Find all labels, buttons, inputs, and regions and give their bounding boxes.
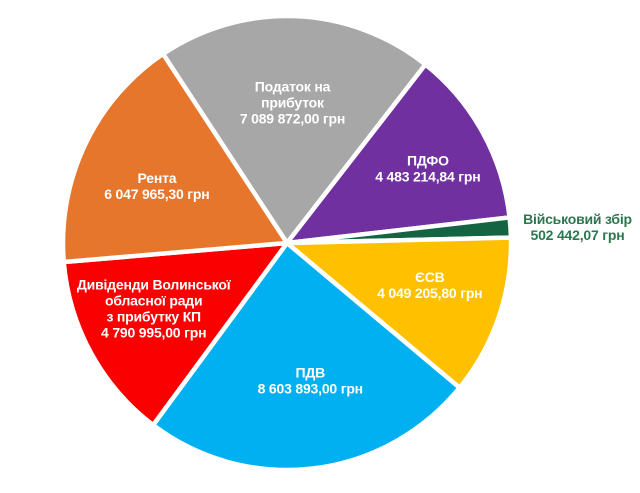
slice-pdv xyxy=(150,240,462,473)
slice-label-pdfo: ПДФО 4 483 214,84 грн xyxy=(375,152,480,184)
slice-podatok-na-prybutok xyxy=(160,13,428,246)
slice-label-renta: Рента 6 047 965,30 грн xyxy=(104,170,209,202)
slice-label-podatok-na-prybutok: Податок на прибуток 7 089 872,00 грн xyxy=(240,78,345,126)
slice-dyvidendy-kp xyxy=(61,240,290,428)
slice-label-dyvidendy-kp: Дивіденди Волинської обласної ради з прибу… xyxy=(77,277,232,341)
slice-esv xyxy=(284,235,514,390)
slice-label-esv: ЄСВ 4 049 205,80 грн xyxy=(377,269,482,301)
slice-pdfo xyxy=(284,62,512,246)
slice-label-pdv: ПДВ 8 603 893,00 грн xyxy=(258,365,363,397)
slice-label-viiskovyi-zbir: Військовий збір 502 442,07 грн xyxy=(523,211,632,243)
slice-renta xyxy=(60,51,290,265)
